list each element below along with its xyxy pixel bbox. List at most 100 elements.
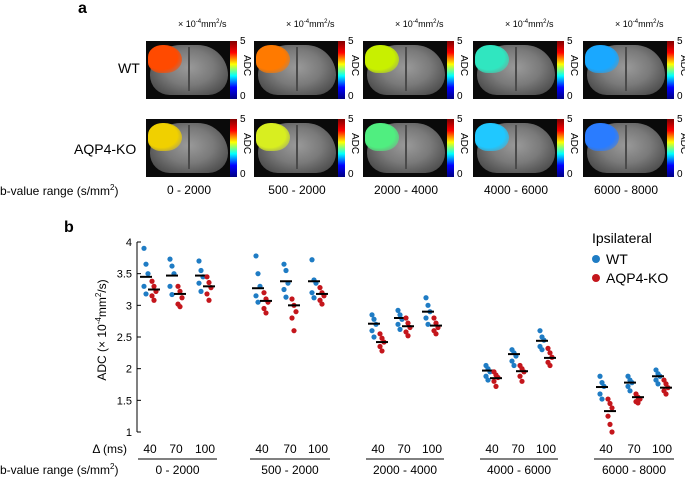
brange-title-a: b-value range (s/mm2)	[0, 183, 119, 198]
colorbar-max: 5	[240, 36, 246, 47]
adc-map-wt-5	[583, 41, 669, 99]
colorbar	[447, 41, 454, 99]
wt-data-point	[423, 315, 429, 321]
ko-data-point	[609, 429, 615, 435]
wt-data-point	[425, 321, 431, 327]
colorbar-max: 5	[677, 36, 683, 47]
legend-label-ko: AQP4-KO	[606, 270, 669, 286]
wt-data-point	[169, 291, 175, 298]
ko-data-point	[149, 278, 155, 284]
lesion-overlay	[585, 123, 619, 151]
adc-map-ko-4	[473, 119, 559, 177]
ko-data-point	[545, 345, 551, 351]
delta-tick-label: 100	[536, 442, 556, 456]
wt-data-point	[511, 362, 517, 369]
legend-item-wt: WT	[592, 251, 668, 267]
wt-data-point	[309, 290, 315, 296]
ko-data-point	[377, 331, 383, 337]
row-label-wt: WT	[118, 60, 140, 76]
lesion-overlay	[148, 123, 182, 151]
legend: Ipsilateral WT AQP4-KO	[592, 230, 668, 286]
lesion-overlay	[475, 45, 509, 73]
adc-map-wt-4	[473, 41, 559, 99]
ko-data-point	[179, 295, 185, 301]
adc-map-ko-5	[583, 119, 669, 177]
y-axis-label: ADC (× 10-4mm2/s)	[94, 279, 109, 380]
delta-tick-label: 70	[169, 442, 183, 456]
y-tick-label: 1	[126, 427, 132, 439]
wt-data-point	[255, 299, 261, 305]
ko-data-point	[289, 315, 295, 321]
unit-label: × 10-4mm2/s	[178, 19, 227, 29]
ko-data-point	[289, 296, 295, 302]
wt-data-point	[281, 286, 287, 293]
wt-data-point	[539, 347, 545, 353]
wt-data-point	[625, 383, 631, 389]
y-tick-label: 3	[126, 300, 132, 312]
wt-data-point	[369, 328, 375, 334]
unit-label: × 10-4mm2/s	[395, 19, 444, 29]
row-label-ko: AQP4-KO	[74, 141, 137, 157]
delta-tick-label: 100	[652, 442, 672, 456]
wt-data-point	[169, 263, 175, 269]
ko-data-point	[493, 383, 499, 389]
lesion-overlay	[585, 45, 619, 73]
colorbar	[447, 119, 454, 177]
wt-data-point	[369, 312, 375, 318]
y-tick-label: 2	[126, 364, 132, 376]
colorbar-max: 5	[457, 36, 463, 47]
ko-data-point	[607, 400, 613, 407]
ko-data-point	[519, 378, 525, 384]
wt-data-point	[145, 271, 151, 277]
lesion-overlay	[365, 123, 399, 151]
ko-data-point	[151, 283, 157, 289]
delta-tick-label: 40	[485, 442, 499, 456]
ko-data-point	[433, 331, 439, 337]
colorbar-min: 0	[677, 169, 683, 180]
wt-data-point	[311, 295, 317, 301]
colorbar	[230, 41, 237, 99]
wt-data-point	[597, 391, 603, 397]
colorbar	[230, 119, 237, 177]
ko-data-point	[149, 293, 155, 299]
ko-data-point	[177, 288, 183, 294]
wt-data-point	[509, 358, 515, 364]
ko-data-point	[663, 391, 669, 397]
legend-dot-wt	[592, 255, 600, 263]
ko-data-point	[405, 333, 411, 339]
wt-data-point	[255, 271, 261, 277]
delta-tick-label: 70	[283, 442, 297, 456]
ko-data-point	[405, 320, 411, 326]
wt-data-point	[141, 283, 147, 289]
brange-col-1: 0 - 2000	[166, 183, 212, 197]
y-tick-label: 4	[126, 237, 132, 249]
ko-data-point	[151, 297, 157, 303]
delta-label: Δ (ms)	[92, 442, 127, 456]
delta-tick-label: 40	[599, 442, 613, 456]
wt-data-point	[371, 334, 377, 340]
delta-tick-label: 40	[255, 442, 269, 456]
colorbar	[667, 41, 674, 99]
panel-b-label: b	[64, 219, 74, 236]
group-label: 6000 - 8000	[602, 463, 666, 477]
legend-title: Ipsilateral	[592, 230, 652, 246]
colorbar-max: 5	[457, 114, 463, 125]
adc-map-wt-3	[363, 41, 449, 99]
ko-data-point	[177, 304, 183, 310]
wt-data-point	[167, 256, 173, 262]
wt-data-point	[198, 288, 204, 294]
lesion-overlay	[256, 123, 290, 151]
group-label: 500 - 2000	[261, 463, 319, 477]
delta-tick-label: 40	[143, 442, 157, 456]
brange-col-5: 6000 - 8000	[593, 183, 659, 197]
brange-title-b: b-value range (s/mm2)	[0, 462, 119, 477]
colorbar	[667, 119, 674, 177]
ko-data-point	[317, 285, 323, 291]
brange-col-2: 500 - 2000	[268, 183, 326, 197]
wt-data-point	[397, 312, 403, 318]
ko-data-point	[261, 305, 267, 312]
lesion-overlay	[148, 45, 182, 73]
adc-map-ko-1	[146, 119, 232, 177]
colorbar-min: 0	[567, 91, 573, 102]
ko-data-point	[605, 413, 611, 419]
